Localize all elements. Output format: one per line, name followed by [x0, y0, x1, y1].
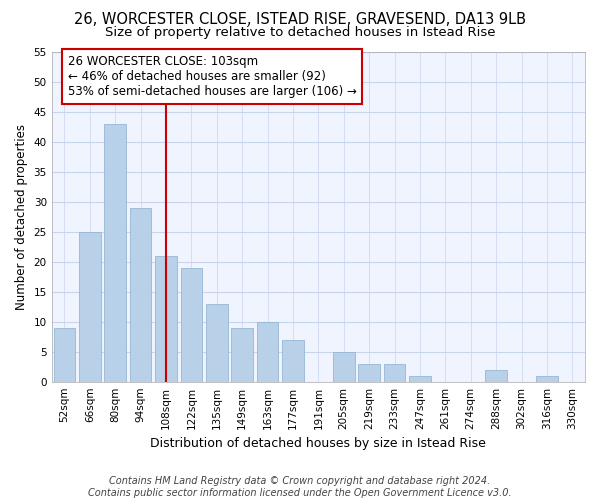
Bar: [333, 352, 355, 382]
Bar: [53, 328, 75, 382]
Bar: [79, 232, 101, 382]
Text: Size of property relative to detached houses in Istead Rise: Size of property relative to detached ho…: [105, 26, 495, 39]
Bar: [358, 364, 380, 382]
Y-axis label: Number of detached properties: Number of detached properties: [15, 124, 28, 310]
Text: 26, WORCESTER CLOSE, ISTEAD RISE, GRAVESEND, DA13 9LB: 26, WORCESTER CLOSE, ISTEAD RISE, GRAVES…: [74, 12, 526, 28]
Bar: [282, 340, 304, 382]
X-axis label: Distribution of detached houses by size in Istead Rise: Distribution of detached houses by size …: [151, 437, 486, 450]
Bar: [130, 208, 151, 382]
Bar: [384, 364, 406, 382]
Bar: [485, 370, 507, 382]
Bar: [206, 304, 227, 382]
Text: Contains HM Land Registry data © Crown copyright and database right 2024.
Contai: Contains HM Land Registry data © Crown c…: [88, 476, 512, 498]
Bar: [104, 124, 126, 382]
Text: 26 WORCESTER CLOSE: 103sqm
← 46% of detached houses are smaller (92)
53% of semi: 26 WORCESTER CLOSE: 103sqm ← 46% of deta…: [68, 55, 356, 98]
Bar: [155, 256, 177, 382]
Bar: [232, 328, 253, 382]
Bar: [181, 268, 202, 382]
Bar: [536, 376, 557, 382]
Bar: [409, 376, 431, 382]
Bar: [257, 322, 278, 382]
